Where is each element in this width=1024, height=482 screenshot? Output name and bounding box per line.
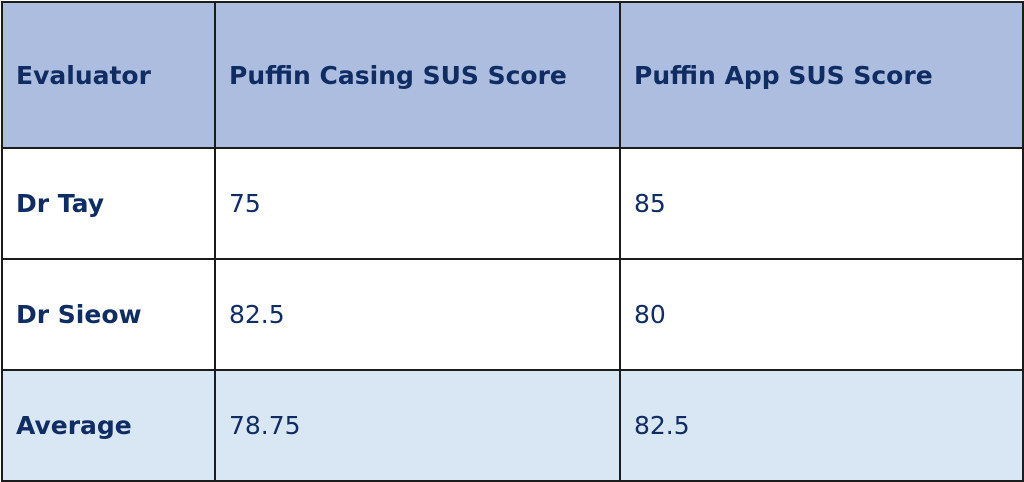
header-cell: Evaluator (1, 1, 216, 149)
row: Dr Sieow 82.5 80 (1, 258, 1024, 371)
score-cell: 80 (619, 258, 1024, 371)
average-label-cell: Average (1, 369, 216, 482)
evaluator-cell: Dr Tay (1, 147, 216, 260)
header-row: Evaluator Puffin Casing SUS Score Puffin… (1, 1, 1024, 149)
score-cell: 82.5 (619, 369, 1024, 482)
average-row: Average 78.75 82.5 (1, 369, 1024, 482)
evaluator-cell: Dr Sieow (1, 258, 216, 371)
score-cell: 85 (619, 147, 1024, 260)
score-cell: 78.75 (214, 369, 621, 482)
score-cell: 82.5 (214, 258, 621, 371)
header-cell: Puffin Casing SUS Score (214, 1, 621, 149)
score-cell: 75 (214, 147, 621, 260)
row: Dr Tay 75 85 (1, 147, 1024, 260)
header-cell: Puffin App SUS Score (619, 1, 1024, 149)
